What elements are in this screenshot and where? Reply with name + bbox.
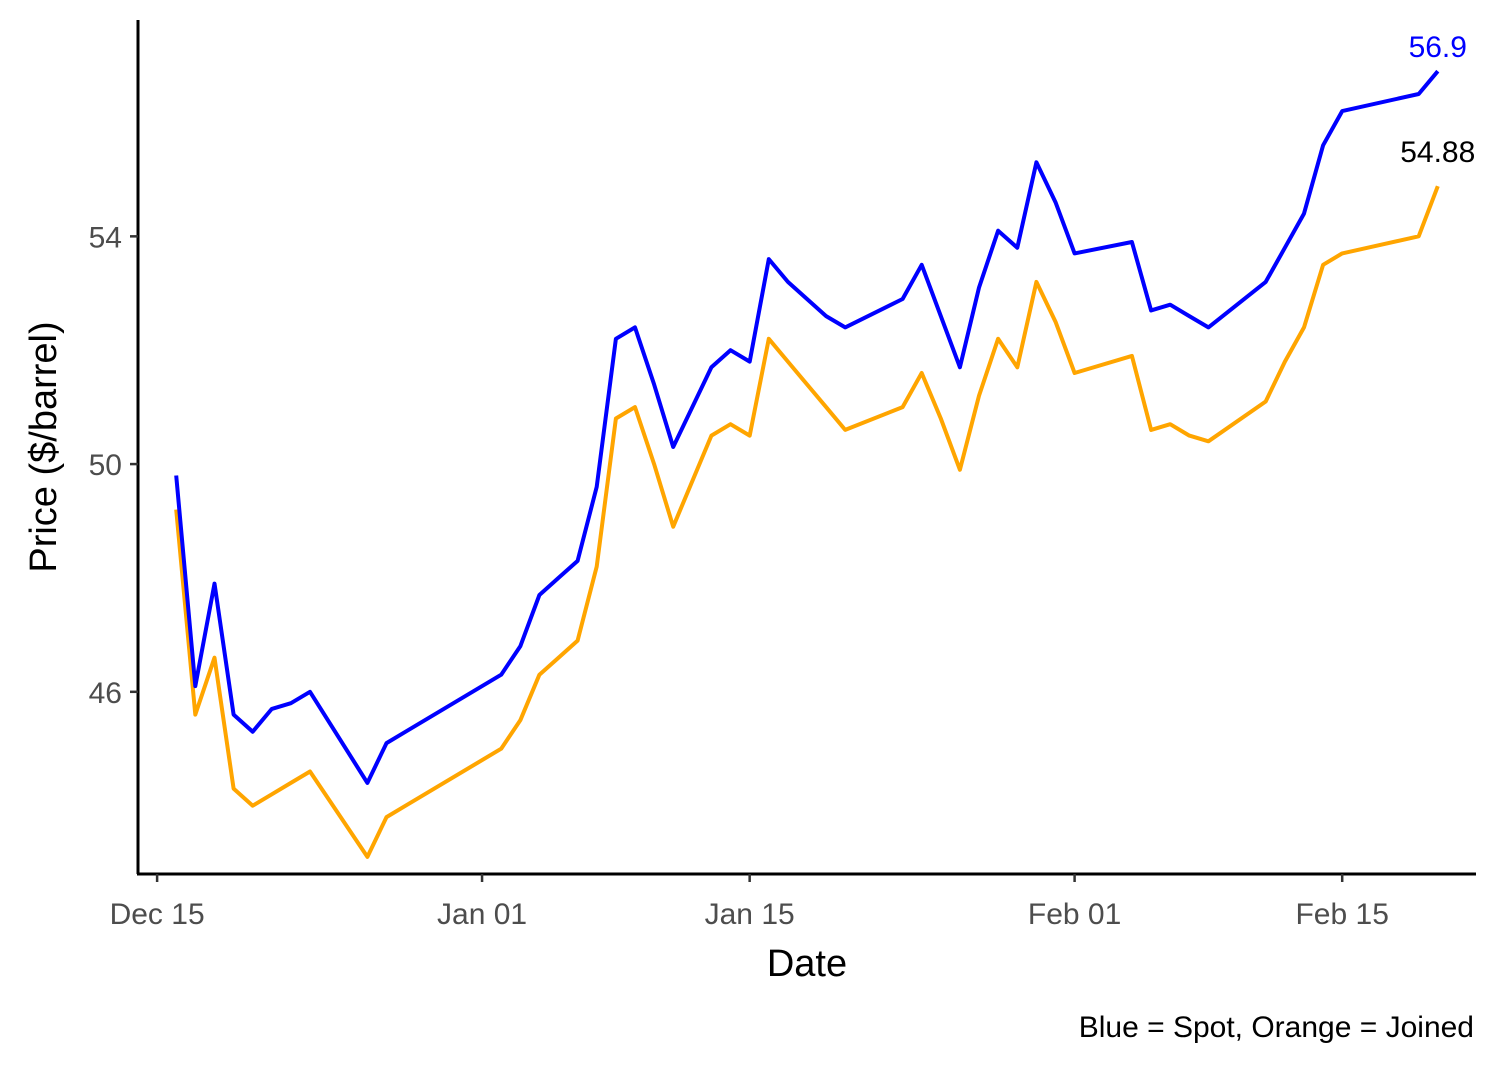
- spot-end-label: 56.9: [1409, 31, 1467, 64]
- joined-end-label: 54.88: [1400, 136, 1475, 169]
- y-tick-label: 50: [89, 449, 122, 482]
- joined-price-line: [174, 185, 1440, 859]
- chart-caption: Blue = Spot, Orange = Joined: [1079, 1011, 1474, 1044]
- x-tick-label: Dec 15: [110, 898, 205, 931]
- x-axis-ticks: Dec 15 Jan 01 Jan 15 Feb 01 Feb 15: [110, 874, 1389, 931]
- x-axis-title: Date: [767, 943, 847, 985]
- x-tick-label: Feb 01: [1028, 898, 1121, 931]
- y-tick-label: 54: [89, 221, 122, 254]
- spot-price-line: [174, 69, 1440, 785]
- x-tick-label: Jan 01: [437, 898, 527, 931]
- x-tick-label: Feb 15: [1295, 898, 1388, 931]
- plot-lines: [174, 69, 1440, 859]
- x-tick-label: Jan 15: [705, 898, 795, 931]
- y-axis-title: Price ($/barrel): [23, 321, 65, 572]
- y-tick-label: 46: [89, 677, 122, 710]
- y-axis-ticks: 46 50 54: [89, 221, 138, 710]
- end-labels: 56.9 54.88: [1400, 31, 1475, 169]
